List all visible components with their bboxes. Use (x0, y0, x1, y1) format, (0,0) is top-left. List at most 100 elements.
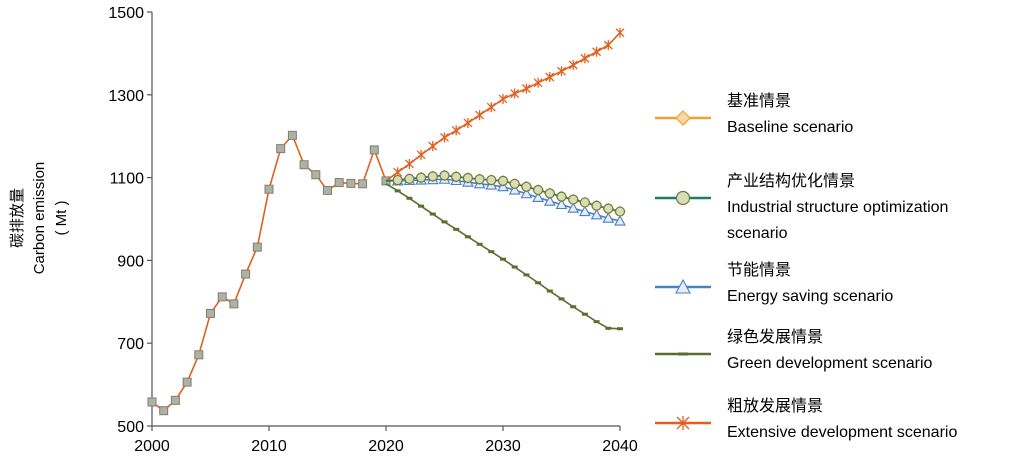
history-point (323, 185, 332, 195)
point-extensive (440, 132, 449, 143)
point-industrial (486, 174, 497, 186)
legend-item-baseline: 基准情景 Baseline scenario (655, 92, 853, 136)
point-green (546, 289, 553, 293)
point-green (523, 273, 530, 277)
y-tick-label: 700 (117, 336, 144, 353)
point-industrial (579, 197, 591, 208)
point-industrial (462, 172, 473, 184)
point-green (476, 242, 483, 246)
legend-swatch-marker (675, 278, 691, 294)
point-extensive (557, 66, 566, 77)
point-extensive (592, 46, 602, 57)
y-axis-title-en: Carbon emission (31, 162, 48, 275)
point-green (500, 257, 506, 261)
point-industrial (509, 178, 520, 189)
point-green (394, 189, 401, 193)
legend-swatch-marker (676, 416, 690, 430)
point-green (558, 297, 565, 301)
y-tick-label: 500 (117, 419, 144, 436)
history-point (170, 395, 180, 405)
legend-label-cn: 绿色发展情景 (727, 328, 823, 346)
history-point (194, 350, 204, 360)
point-energy (532, 191, 545, 203)
point-extensive (510, 88, 520, 99)
legend-label-en: Industrial structure optimization (727, 199, 948, 216)
point-extensive (533, 77, 543, 88)
y-tick-label: 900 (117, 253, 144, 270)
x-tick-label: 2040 (602, 438, 638, 455)
history-point (147, 397, 157, 407)
point-extensive (475, 110, 485, 121)
history-point (287, 130, 297, 140)
y-tick-label: 1300 (108, 88, 144, 105)
point-energy (543, 195, 556, 206)
point-industrial (521, 181, 532, 192)
history-point (252, 242, 262, 252)
history-point (346, 178, 356, 188)
history-point (299, 160, 309, 170)
point-industrial (568, 194, 579, 205)
point-extensive (568, 59, 578, 70)
point-green (488, 250, 495, 254)
legend: 基准情景 Baseline scenario 产业结构优化情景 Industrial … (655, 92, 957, 441)
point-green (418, 204, 425, 208)
point-extensive (486, 102, 496, 113)
point-industrial (532, 184, 544, 196)
y-axis-title-unit: ( Mt ) (53, 201, 70, 236)
point-industrial (591, 200, 602, 211)
legend-label-cn: 产业结构优化情景 (727, 172, 855, 190)
legend-label-en: Green development scenario (727, 355, 933, 372)
point-industrial (439, 170, 450, 181)
legend-swatch-marker (675, 190, 691, 206)
point-extensive (603, 40, 613, 51)
point-industrial (497, 175, 509, 187)
point-extensive (404, 158, 414, 169)
point-extensive (521, 83, 531, 94)
point-green (453, 227, 460, 231)
series-industrial (385, 170, 626, 217)
point-industrial (404, 173, 415, 184)
legend-label-en-cont: scenario (727, 225, 788, 242)
legend-label-en: Energy saving scenario (727, 288, 893, 305)
point-extensive (615, 27, 625, 38)
history-point (182, 377, 192, 387)
point-extensive (463, 117, 473, 128)
point-extensive (451, 125, 461, 136)
point-energy (578, 205, 591, 217)
point-green (429, 212, 436, 216)
history-point (334, 178, 344, 188)
y-tick-label: 1500 (108, 5, 144, 22)
legend-item-green: 绿色发展情景 Green development scenario (655, 328, 933, 372)
point-industrial (544, 188, 555, 199)
point-industrial (474, 174, 485, 185)
point-green (441, 220, 448, 224)
point-green (535, 281, 542, 285)
point-extensive (416, 149, 426, 160)
history-line (151, 133, 387, 412)
legend-item-extensive: 粗放发展情景 Extensive development scenario (655, 397, 957, 441)
x-tick-label: 2000 (134, 438, 170, 455)
legend-label-cn: 粗放发展情景 (727, 397, 823, 415)
legend-item-energy: 节能情景 Energy saving scenario (655, 261, 893, 305)
history-point (264, 184, 274, 194)
legend-label-cn: 节能情景 (727, 261, 791, 279)
point-green (617, 327, 623, 331)
point-green (570, 305, 577, 309)
history-point (241, 269, 251, 279)
point-extensive (498, 93, 508, 104)
point-industrial (416, 172, 427, 183)
history-point (217, 292, 227, 302)
point-energy (520, 187, 533, 199)
history-point (358, 179, 368, 189)
series-green (385, 183, 623, 331)
point-energy (614, 214, 626, 226)
x-tick-label: 2030 (485, 438, 521, 455)
y-axis-title: 碳排放量 Carbon emission ( Mt ) (9, 162, 70, 275)
point-energy (602, 212, 615, 223)
point-green (593, 320, 600, 324)
point-green (605, 326, 612, 330)
point-industrial (603, 203, 614, 214)
point-industrial (614, 206, 626, 217)
point-green (581, 312, 588, 316)
